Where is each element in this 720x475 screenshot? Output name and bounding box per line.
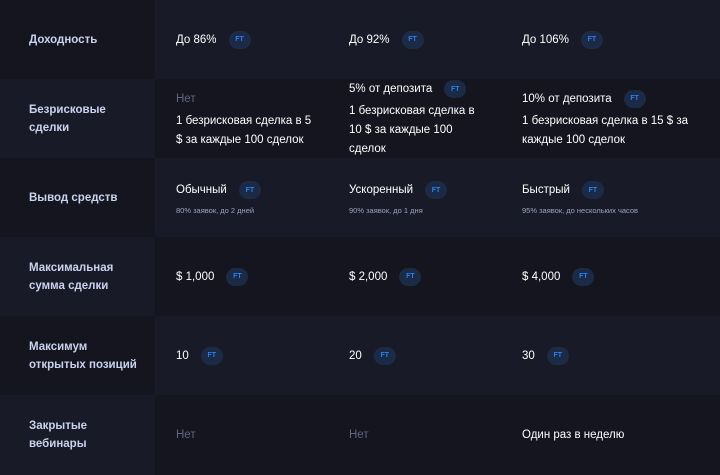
cell-value: До 86%	[176, 33, 217, 46]
cell-value: До 106%	[522, 33, 569, 46]
cell-value: Нет	[176, 92, 196, 105]
cell-value-line: 10% от депозита FT	[522, 89, 708, 109]
cell-value-line: Нет	[176, 89, 316, 109]
cell-note: 80% заявок, до 2 дней	[176, 206, 255, 215]
cell-value-line: Обычный FT	[176, 180, 316, 200]
table-row: Вывод средств Обычный FT 80% заявок, до 2 д…	[0, 158, 720, 237]
cell-value-line: 5% от депозита FT	[349, 79, 489, 99]
cell-note: 90% заявок, до 1 дня	[349, 206, 423, 215]
cell-value-line: 30 FT	[522, 346, 708, 366]
ft-badge-icon: FT	[581, 181, 604, 199]
cell-description: 1 безрисковая сделка в 10 $ за каждые 10…	[349, 105, 475, 155]
ft-badge-icon: FT	[226, 267, 249, 286]
cell-note: 95% заявок, до нескольких часов	[522, 206, 639, 215]
cell-value-line: До 92% FT	[349, 30, 489, 50]
table-cell: $ 1,000 FT	[155, 237, 328, 316]
ft-badge-icon: FT	[200, 346, 223, 365]
table-cell: 10% от депозита FT 1 безрисковая сделка в …	[501, 79, 720, 159]
cell-description: 1 безрисковая сделка в 15 $ за каждые 10…	[522, 114, 688, 146]
cell-value: 20	[349, 349, 362, 362]
table-row: Максимум открытых позиций 10 FT 20 FT 30 FT	[0, 316, 720, 395]
ft-badge-icon: FT	[373, 346, 396, 365]
table-cell: Нет	[155, 395, 328, 475]
cell-description: 1 безрисковая сделка в 5 $ за каждые 100…	[176, 114, 312, 146]
cell-value-line: Нет	[349, 425, 489, 445]
table-cell: 20 FT	[328, 316, 501, 395]
table-row: Безрисковые сделки Нет 1 безрисковая сделк…	[0, 79, 720, 159]
cell-value: До 92%	[349, 33, 390, 46]
cell-value: $ 1,000	[176, 270, 215, 283]
ft-badge-icon: FT	[572, 267, 595, 286]
ft-badge-icon: FT	[238, 181, 261, 199]
cell-value: $ 2,000	[349, 270, 388, 283]
table-cell: Один раз в неделю	[501, 395, 720, 475]
cell-value: Ускоренный	[349, 184, 414, 196]
row-label: Закрытые вебинары	[0, 395, 155, 475]
ft-badge-icon: FT	[623, 89, 646, 108]
cell-value-line: До 106% FT	[522, 30, 708, 50]
cell-value-line: $ 1,000 FT	[176, 267, 316, 287]
cell-value-line: До 86% FT	[176, 30, 316, 50]
cell-value-line: Один раз в неделю	[522, 425, 708, 445]
cell-value-line: $ 2,000 FT	[349, 267, 489, 287]
table-cell: До 86% FT	[155, 0, 328, 79]
row-label: Безрисковые сделки	[0, 79, 155, 159]
ft-badge-icon: FT	[580, 30, 603, 49]
ft-badge-icon: FT	[425, 181, 448, 199]
cell-value: Быстрый	[522, 184, 570, 196]
row-label: Максимальная сумма сделки	[0, 237, 155, 316]
ft-badge-icon: FT	[399, 267, 422, 286]
table-row: Закрытые вебинары Нет Нет Один раз в неделю	[0, 395, 720, 475]
cell-value: $ 4,000	[522, 270, 561, 283]
table-row: Доходность До 86% FT До 92% FT До 106% FT	[0, 0, 720, 79]
cell-value: Нет	[349, 429, 369, 441]
ft-badge-icon: FT	[546, 346, 569, 365]
cell-value-line: Быстрый FT	[522, 180, 708, 200]
table-cell: $ 4,000 FT	[501, 237, 720, 316]
cell-value: Обычный	[176, 184, 227, 196]
table-cell: 30 FT	[501, 316, 720, 395]
table-cell: Быстрый FT 95% заявок, до нескольких часов	[501, 158, 720, 237]
cell-value: Один раз в неделю	[522, 429, 625, 441]
table-cell: 5% от депозита FT 1 безрисковая сделка в 1…	[328, 79, 501, 159]
row-label: Вывод средств	[0, 158, 155, 237]
ft-badge-icon: FT	[228, 30, 251, 49]
cell-value-line: $ 4,000 FT	[522, 267, 708, 287]
table-cell: Нет 1 безрисковая сделка в 5 $ за каждые …	[155, 79, 328, 159]
cell-value: 10	[176, 349, 189, 362]
table-cell: Нет	[328, 395, 501, 475]
cell-value: 30	[522, 349, 535, 362]
cell-value: 5% от депозита	[349, 83, 433, 95]
cell-value-line: Нет	[176, 425, 316, 445]
table-cell: Ускоренный FT 90% заявок, до 1 дня	[328, 158, 501, 237]
row-label: Максимум открытых позиций	[0, 316, 155, 395]
cell-value-line: 10 FT	[176, 346, 316, 366]
table-cell: 10 FT	[155, 316, 328, 395]
cell-value-line: Ускоренный FT	[349, 180, 489, 200]
cell-value-line: 20 FT	[349, 346, 489, 366]
table-cell: До 106% FT	[501, 0, 720, 79]
ft-badge-icon: FT	[444, 80, 467, 98]
table-cell: Обычный FT 80% заявок, до 2 дней	[155, 158, 328, 237]
row-label: Доходность	[0, 0, 155, 79]
cell-value: Нет	[176, 429, 196, 441]
cell-value: 10% от депозита	[522, 92, 612, 105]
table-row: Максимальная сумма сделки $ 1,000 FT $ 2,00…	[0, 237, 720, 316]
table-cell: $ 2,000 FT	[328, 237, 501, 316]
ft-badge-icon: FT	[401, 30, 424, 49]
table-cell: До 92% FT	[328, 0, 501, 79]
